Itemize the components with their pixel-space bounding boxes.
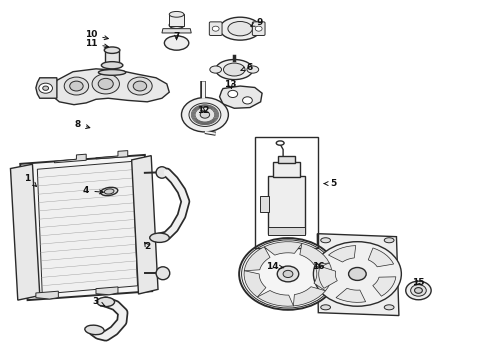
Ellipse shape — [97, 297, 115, 307]
Bar — [269, 176, 305, 234]
Polygon shape — [244, 247, 270, 271]
Circle shape — [98, 78, 113, 89]
FancyBboxPatch shape — [209, 22, 222, 36]
Polygon shape — [244, 271, 266, 297]
Circle shape — [64, 77, 89, 95]
Text: 14: 14 — [266, 262, 284, 271]
Polygon shape — [368, 248, 393, 267]
Circle shape — [92, 74, 120, 94]
Bar — [260, 196, 270, 212]
Polygon shape — [314, 263, 332, 291]
Ellipse shape — [164, 36, 189, 50]
Polygon shape — [36, 78, 57, 98]
Bar — [169, 14, 184, 26]
Text: 10: 10 — [85, 30, 108, 40]
Ellipse shape — [104, 189, 114, 194]
Polygon shape — [294, 287, 325, 306]
Ellipse shape — [216, 59, 253, 80]
Polygon shape — [373, 277, 396, 296]
Ellipse shape — [104, 47, 120, 53]
Polygon shape — [37, 161, 138, 294]
Text: 4: 4 — [83, 186, 103, 195]
Text: 11: 11 — [85, 39, 108, 48]
Ellipse shape — [223, 63, 245, 76]
Text: 12: 12 — [197, 105, 210, 114]
Polygon shape — [132, 156, 158, 294]
Polygon shape — [10, 164, 40, 300]
Circle shape — [70, 81, 83, 91]
Text: 16: 16 — [312, 262, 324, 271]
Bar — [278, 156, 295, 163]
Circle shape — [415, 288, 422, 293]
Polygon shape — [328, 246, 356, 262]
Bar — [269, 226, 305, 234]
Circle shape — [277, 266, 299, 282]
Ellipse shape — [169, 22, 184, 29]
Ellipse shape — [384, 305, 394, 310]
Circle shape — [128, 77, 152, 95]
Text: 7: 7 — [173, 32, 180, 41]
Polygon shape — [52, 69, 169, 105]
Polygon shape — [54, 154, 86, 163]
Polygon shape — [162, 29, 191, 33]
Ellipse shape — [321, 305, 331, 310]
Ellipse shape — [228, 22, 252, 36]
Polygon shape — [264, 242, 302, 255]
Text: 5: 5 — [324, 179, 336, 188]
Polygon shape — [336, 288, 366, 302]
Circle shape — [314, 242, 401, 306]
Text: 2: 2 — [144, 242, 150, 251]
Circle shape — [242, 240, 334, 308]
Polygon shape — [300, 243, 329, 265]
Ellipse shape — [156, 267, 170, 280]
Circle shape — [133, 81, 147, 91]
Circle shape — [43, 86, 49, 90]
Ellipse shape — [384, 238, 394, 243]
Circle shape — [348, 267, 366, 280]
Ellipse shape — [150, 233, 169, 242]
Ellipse shape — [100, 187, 118, 195]
Ellipse shape — [247, 66, 259, 73]
Text: 9: 9 — [251, 18, 263, 27]
Text: 8: 8 — [75, 120, 90, 129]
Circle shape — [243, 97, 252, 104]
Text: 15: 15 — [412, 278, 425, 287]
Circle shape — [239, 238, 337, 310]
Bar — [255, 137, 318, 248]
Circle shape — [255, 26, 262, 31]
Ellipse shape — [220, 17, 261, 40]
Polygon shape — [96, 150, 128, 159]
Text: 3: 3 — [93, 297, 105, 306]
Ellipse shape — [276, 141, 284, 145]
Polygon shape — [220, 86, 262, 108]
Ellipse shape — [210, 66, 221, 73]
Ellipse shape — [85, 325, 104, 335]
Polygon shape — [257, 291, 294, 306]
Circle shape — [189, 103, 221, 126]
Polygon shape — [20, 155, 152, 300]
FancyBboxPatch shape — [252, 22, 265, 36]
Polygon shape — [36, 291, 58, 299]
Circle shape — [283, 270, 293, 278]
Polygon shape — [318, 234, 399, 316]
Circle shape — [228, 90, 238, 98]
Circle shape — [411, 285, 426, 296]
Text: 6: 6 — [241, 63, 253, 72]
Bar — [273, 162, 300, 177]
Circle shape — [406, 281, 431, 300]
Text: 1: 1 — [24, 174, 37, 186]
Ellipse shape — [321, 238, 331, 243]
Ellipse shape — [101, 62, 123, 69]
Polygon shape — [318, 266, 337, 288]
Circle shape — [181, 98, 228, 132]
Ellipse shape — [156, 167, 168, 178]
Polygon shape — [96, 287, 118, 295]
Circle shape — [212, 26, 219, 31]
Circle shape — [200, 111, 210, 118]
Ellipse shape — [98, 69, 126, 75]
Text: 13: 13 — [224, 81, 237, 90]
Circle shape — [39, 83, 52, 93]
Bar — [105, 51, 120, 64]
Ellipse shape — [169, 12, 184, 17]
